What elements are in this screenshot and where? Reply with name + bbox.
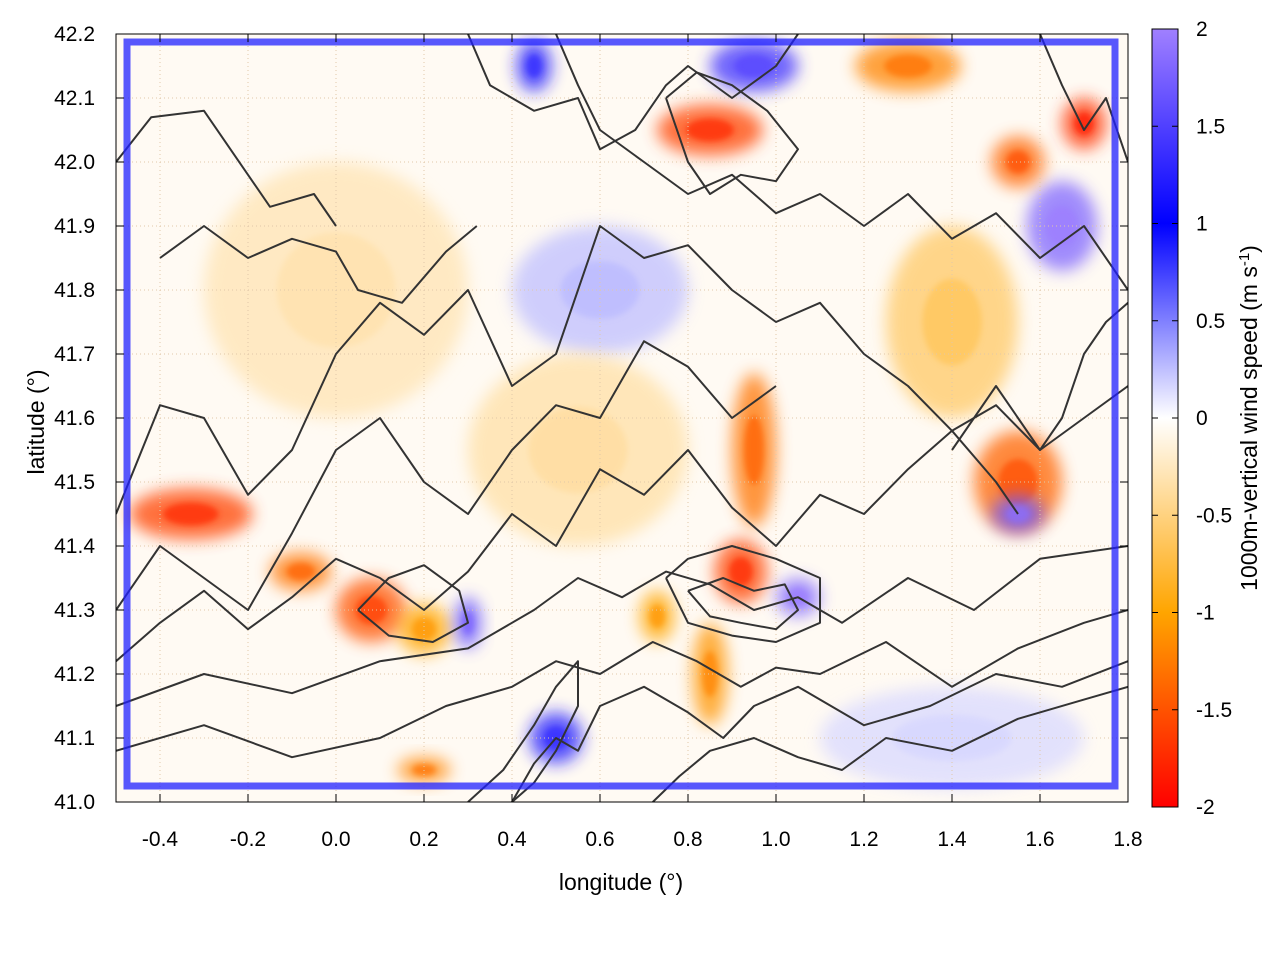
colorbar-title-main: 1000m-vertical wind speed (m s [1236, 266, 1262, 591]
colorbar-tick-label: -1.5 [1196, 699, 1232, 722]
colorbar-tick-label: 0.5 [1196, 310, 1225, 333]
heat-feature-core [686, 118, 734, 142]
y-tick-label: 41.3 [54, 599, 95, 622]
x-tick-label: -0.4 [142, 828, 179, 851]
y-tick-label: 41.9 [54, 215, 95, 238]
x-tick-label: 0.8 [673, 828, 702, 851]
colorbar-tick-label: 0 [1196, 407, 1208, 430]
heat-feature-core [1046, 205, 1078, 247]
contour-line [951, 302, 1128, 451]
x-tick-label: 1.8 [1113, 828, 1142, 851]
y-tick-label: 41.1 [54, 727, 95, 750]
y-tick-label: 42.0 [54, 151, 95, 174]
colorbar-tick-label: 2 [1196, 18, 1208, 41]
x-tick-label: 0.0 [321, 828, 350, 851]
x-tick-label: -0.2 [230, 828, 266, 851]
contour-line [159, 225, 478, 304]
heat-feature-core [412, 617, 436, 641]
domain-boundary-band [123, 38, 1119, 790]
y-tick-label: 41.4 [54, 535, 95, 558]
x-tick-label: 1.4 [937, 828, 967, 851]
y-tick-label: 41.0 [54, 791, 95, 814]
colorbar-title-sup: -1 [1236, 253, 1253, 266]
y-tick-label: 42.1 [54, 87, 95, 110]
y-axis: 41.0 41.1 41.2 41.3 41.4 41.5 41.6 41.7 41.8 41.9… [54, 23, 1128, 814]
y-tick-label: 41.2 [54, 663, 95, 686]
colorbar-tick-label: 1 [1196, 213, 1208, 236]
y-tick-label: 41.7 [54, 343, 95, 366]
heat-feature-core [1006, 150, 1030, 174]
contour-line [511, 660, 1128, 802]
plot-area [115, 33, 1129, 803]
contour-line [116, 225, 1019, 515]
heat-feature-core [734, 54, 774, 78]
x-tick-label: 0.6 [585, 828, 614, 851]
x-tick-label: 0.4 [497, 828, 527, 851]
contour-line [652, 685, 1128, 802]
contour-line [467, 660, 579, 802]
contour-line [665, 71, 799, 195]
contour-line [116, 545, 1128, 707]
x-tick-label: 1.0 [761, 828, 790, 851]
contour-line [116, 609, 1128, 759]
y-axis-title: latitude (°) [23, 369, 49, 474]
x-axis-title: longitude (°) [559, 869, 683, 895]
heat-feature-core [744, 415, 764, 485]
heat-feature-core [355, 595, 388, 625]
colorbar: -2 -1.5 -1 -0.5 0 0.5 1 1.5 2 1000m-vertical win… [1151, 18, 1263, 819]
contour-line [687, 577, 799, 631]
x-axis: -0.4 -0.2 0.0 0.2 0.4 0.6 0.8 1.0 1.2 1.4 1.6 1.8 [142, 34, 1143, 851]
colorbar-title-end: ) [1236, 245, 1262, 253]
heat-feature-core [649, 604, 666, 628]
heat-feature-core [526, 54, 542, 78]
heat-feature-core [884, 54, 932, 78]
contour-line [116, 385, 1128, 662]
y-tick-label: 41.5 [54, 471, 95, 494]
contour-line [116, 109, 337, 227]
contour-line [116, 340, 777, 611]
colorbar-title: 1000m-vertical wind speed (m s-1) [1236, 245, 1263, 591]
colorbar-ticks: -2 -1.5 -1 -0.5 0 0.5 1 1.5 2 [1152, 18, 1232, 819]
heat-feature-core [528, 406, 628, 494]
colorbar-tick-label: -1 [1196, 602, 1215, 625]
heat-feature-core [728, 557, 753, 586]
contour-line [467, 34, 799, 151]
y-tick-label: 41.8 [54, 279, 95, 302]
heat-feature-core [702, 650, 718, 698]
colorbar-tick-label: 1.5 [1196, 115, 1225, 138]
heat-feature-core [163, 502, 219, 526]
contour-line [357, 564, 469, 643]
heat-feature-core [998, 458, 1038, 506]
heat-feature-core [286, 562, 315, 581]
terrain-contours [116, 34, 1128, 802]
grid-lines [116, 34, 1128, 802]
contour-line [665, 545, 821, 643]
x-tick-label: 1.2 [849, 828, 878, 851]
x-tick-label: 0.2 [409, 828, 438, 851]
heatmap-layer [129, 40, 1106, 790]
colorbar-tick-label: -0.5 [1196, 504, 1232, 527]
colorbar-tick-label: -2 [1196, 796, 1215, 819]
y-tick-label: 42.2 [54, 23, 95, 46]
x-tick-label: 1.6 [1025, 828, 1054, 851]
y-tick-label: 41.6 [54, 407, 95, 430]
